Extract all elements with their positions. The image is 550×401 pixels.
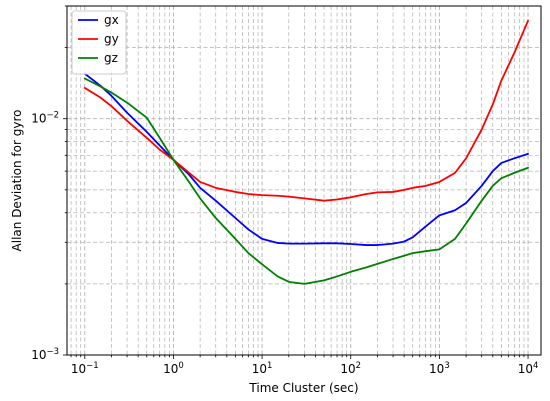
x-axis-label: Time Cluster (sec) [248,381,358,395]
series-line-gz [83,77,529,285]
y-axis-label: Allan Deviation for gyro [10,110,24,252]
legend-label-gx: gx [104,13,119,27]
legend-label-gz: gz [104,51,118,65]
y-tick-label: 10−3 [31,347,59,362]
grid-layer [67,5,541,356]
series-line-gx [83,72,529,246]
y-tick-label: 10−2 [31,111,59,126]
legend: gx gy gz [71,10,127,75]
tick-layer: 10−1 100 101 102 103 104 10−3 10−2 [31,5,539,376]
x-tick-label: 104 [518,361,539,376]
x-tick-label: 101 [252,361,273,376]
x-tick-label: 102 [340,361,361,376]
series-layer [83,19,529,285]
series-line-gy [83,19,529,202]
x-tick-label: 103 [429,361,450,376]
legend-label-gy: gy [104,32,119,46]
x-tick-label: 100 [163,361,184,376]
x-tick-label: 10−1 [71,361,99,376]
